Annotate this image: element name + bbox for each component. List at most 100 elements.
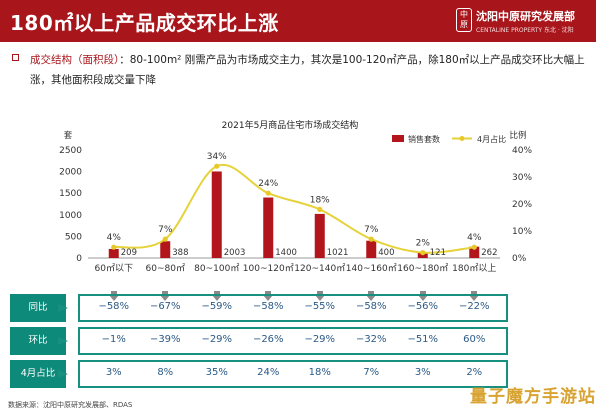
table-cell: −55%: [304, 301, 336, 312]
table-cell: 2%: [466, 367, 483, 378]
y-right-tick-label: 30%: [512, 173, 532, 183]
y-right-tick-label: 40%: [512, 146, 532, 156]
y-left-tick-label: 500: [65, 232, 82, 242]
table-cell: 3%: [414, 367, 431, 378]
watermark: 量子魔方手游站: [470, 387, 596, 407]
y-left-tick-label: 1000: [59, 211, 82, 221]
bar-value-label: 262: [481, 248, 497, 258]
line-value-label: 4%: [467, 233, 482, 243]
centaline-logo-icon: 中原: [456, 8, 472, 32]
chart-title: 2021年5月商品住宅市场成交结构: [222, 119, 359, 131]
table-cell: −29%: [304, 334, 336, 345]
table-cell: −32%: [355, 334, 387, 345]
line-point: [265, 190, 271, 196]
y-left-tick-label: 2000: [59, 168, 82, 178]
x-tick-label: 100~120㎡: [243, 263, 294, 274]
legend-line-label: 4月占比: [477, 134, 506, 144]
bar-value-label: 1021: [327, 248, 349, 258]
chart-axes: 0 500 1000 1500 2000 2500 0% 10% 20% 30% 40% 套 比例 60㎡…: [59, 130, 532, 274]
legend-bar-label: 销售套数: [408, 134, 440, 144]
row-values-box: [78, 327, 508, 355]
x-tick-label: 60㎡以下: [95, 263, 133, 274]
line-value-label: 4%: [107, 233, 122, 243]
x-tick-label: 120~140㎡: [294, 263, 345, 274]
table-row: 环比 −1% −39% −29% −26% −29% −32% −51% 60%: [0, 327, 596, 355]
line-value-label: 18%: [310, 195, 330, 205]
bar-value-label: 1400: [275, 248, 297, 258]
bar-value-label: 209: [121, 248, 137, 258]
x-tick-label: 180㎡以上: [452, 263, 496, 274]
row-label: 4月占比: [10, 360, 66, 388]
description: 成交结构（面积段）：80-100m² 刚需产品为市场成交主力，其次是100-12…: [30, 50, 586, 90]
table-cell: −29%: [201, 334, 233, 345]
table-cell: −22%: [458, 301, 490, 312]
line-path: [113, 163, 475, 254]
bar-line-chart: 2021年5月商品住宅市场成交结构 销售套数 4月占比 0 500 1000 1500 2…: [59, 119, 532, 274]
x-tick-label: 160~180㎡: [397, 263, 448, 274]
table-cell: −26%: [252, 334, 284, 345]
x-tick-label: 80~100㎡: [194, 263, 239, 274]
bar: [160, 241, 171, 258]
y-right-axis-label: 比例: [509, 130, 526, 141]
table-cell: 18%: [308, 367, 331, 378]
x-tick-label: 60~80㎡: [146, 263, 185, 274]
down-arrow-icon: [366, 286, 377, 301]
table-cell: −56%: [407, 301, 439, 312]
bar: [263, 197, 274, 258]
brand-subtitle: CENTALINE PROPERTY 东北 · 沈阳: [476, 27, 574, 34]
y-right-tick-label: 10%: [512, 227, 532, 237]
arrow-right-icon: [58, 304, 68, 312]
down-arrow-icon: [263, 286, 274, 301]
bar-value-label: 121: [430, 248, 446, 258]
bar-value-label: 388: [172, 248, 188, 258]
down-arrow-icon: [417, 286, 428, 301]
table-cell: −1%: [101, 334, 126, 345]
line-value-label: 7%: [364, 225, 379, 235]
bar: [417, 252, 428, 258]
line-point: [111, 244, 117, 250]
arrow-right-icon: [58, 370, 68, 378]
y-left-tick-label: 2500: [59, 146, 82, 156]
down-arrow-icon: [211, 286, 222, 301]
down-arrow-icon: [469, 286, 480, 301]
bar-value-label: 2003: [224, 248, 246, 258]
down-arrow-icon: [160, 286, 171, 301]
line-point: [214, 163, 220, 169]
line-value-label: 2%: [416, 239, 431, 249]
table-cell: −58%: [252, 301, 284, 312]
table-row: 4月占比 3% 8% 35% 24% 18% 7% 3% 2%: [0, 360, 596, 388]
page-title: 180㎡以上产品成交环比上涨: [10, 11, 279, 35]
bar-value-label: 400: [378, 248, 394, 258]
table-cell: −67%: [149, 301, 181, 312]
line-point: [471, 244, 477, 250]
source-footnote: 数据来源：沈阳中原研究发展部、RDAS: [8, 401, 133, 409]
description-key: 成交结构（面积段）: [30, 54, 120, 66]
line-point: [317, 206, 323, 212]
y-right-tick-label: 0%: [512, 254, 527, 264]
arrow-right-icon: [58, 337, 68, 345]
table-cell: −58%: [98, 301, 130, 312]
bullet-square-icon: [12, 54, 19, 61]
table-cell: 8%: [157, 367, 174, 378]
line-point: [420, 250, 426, 256]
header-bar: 180㎡以上产品成交环比上涨 中原 沈阳中原研究发展部 CENTALINE PR…: [0, 0, 596, 42]
bar: [469, 246, 480, 258]
table-cell: −39%: [149, 334, 181, 345]
table-cell: 3%: [105, 367, 122, 378]
y-left-axis-label: 套: [64, 130, 73, 141]
row-values-box: [78, 294, 508, 322]
table-cell: 35%: [205, 367, 228, 378]
table-cell: 24%: [257, 367, 280, 378]
table-cell: 60%: [463, 334, 486, 345]
bar: [108, 248, 119, 258]
table-row: 同比 −58% −67% −59% −58% −55% −58% −56% −22%: [0, 294, 596, 322]
legend-line-marker: [459, 136, 465, 141]
legend-bar-swatch: [392, 135, 404, 142]
line-point: [162, 236, 168, 242]
down-arrow-icon: [314, 286, 325, 301]
data-labels: 209 388 2003 1400 1021 400 121 262 4% 7% 34% 24% 18%…: [107, 152, 498, 258]
row-label: 同比: [10, 294, 66, 322]
line-value-label: 34%: [207, 152, 227, 162]
bar: [366, 240, 377, 258]
